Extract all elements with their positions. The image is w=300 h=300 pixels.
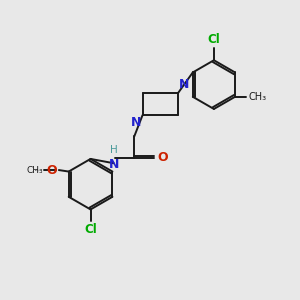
Text: CH₃: CH₃ xyxy=(248,92,266,102)
Text: H: H xyxy=(110,145,118,155)
Text: O: O xyxy=(46,164,57,177)
Text: N: N xyxy=(109,158,119,172)
Text: CH₃: CH₃ xyxy=(27,166,44,175)
Text: methoxy: methoxy xyxy=(35,170,41,171)
Text: N: N xyxy=(131,116,142,129)
Text: Cl: Cl xyxy=(84,223,97,236)
Text: Cl: Cl xyxy=(208,33,220,46)
Text: O: O xyxy=(158,152,168,164)
Text: N: N xyxy=(179,78,190,91)
